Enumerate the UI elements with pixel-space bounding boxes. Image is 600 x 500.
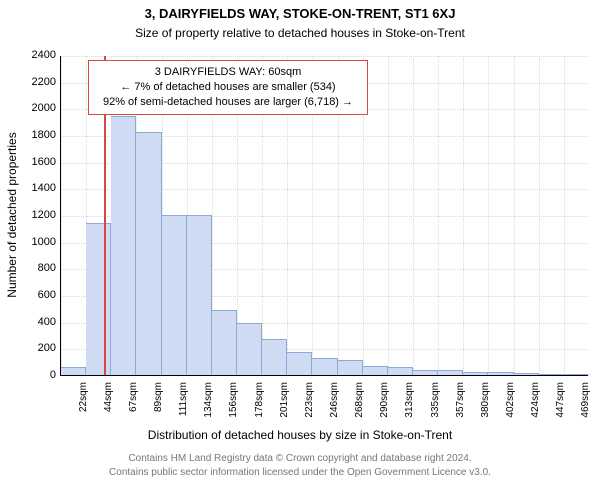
gridline-v	[61, 56, 62, 375]
histogram-bar	[438, 370, 463, 375]
ytick-label: 1600	[16, 156, 56, 168]
gridline-v	[488, 56, 489, 375]
xtick-label: 469sqm	[580, 382, 591, 422]
histogram-bar	[413, 370, 438, 375]
histogram-bar	[187, 215, 212, 375]
histogram-bar	[136, 132, 161, 375]
histogram-bar	[86, 223, 111, 375]
ytick-label: 1200	[16, 209, 56, 221]
histogram-bar	[463, 372, 488, 375]
gridline-v	[564, 56, 565, 375]
page-title: 3, DAIRYFIELDS WAY, STOKE-ON-TRENT, ST1 …	[0, 6, 600, 21]
gridline-v	[514, 56, 515, 375]
ytick-label: 0	[16, 369, 56, 381]
xtick-label: 335sqm	[430, 382, 441, 422]
xtick-label: 178sqm	[254, 382, 265, 422]
xtick-label: 447sqm	[555, 382, 566, 422]
histogram-bar	[564, 374, 589, 375]
annotation-line: ← 7% of detached houses are smaller (534…	[95, 80, 361, 95]
gridline-v	[438, 56, 439, 375]
xtick-label: 44sqm	[103, 382, 114, 422]
xtick-label: 357sqm	[455, 382, 466, 422]
page-subtitle: Size of property relative to detached ho…	[0, 26, 600, 40]
ytick-label: 200	[16, 342, 56, 354]
xtick-label: 67sqm	[128, 382, 139, 422]
gridline-v	[463, 56, 464, 375]
xtick-label: 313sqm	[404, 382, 415, 422]
ytick-label: 1800	[16, 129, 56, 141]
histogram-bar	[61, 367, 86, 375]
histogram-bar	[212, 310, 237, 375]
ytick-label: 600	[16, 289, 56, 301]
histogram-bar	[514, 373, 539, 375]
footer-line-1: Contains HM Land Registry data © Crown c…	[0, 452, 600, 466]
xtick-label: 111sqm	[178, 382, 189, 422]
xtick-label: 246sqm	[329, 382, 340, 422]
histogram-bar	[237, 323, 262, 375]
ytick-label: 2400	[16, 49, 56, 61]
gridline-v	[413, 56, 414, 375]
xtick-label: 268sqm	[354, 382, 365, 422]
ytick-label: 400	[16, 316, 56, 328]
gridline-v	[388, 56, 389, 375]
xtick-label: 380sqm	[480, 382, 491, 422]
annotation-box: 3 DAIRYFIELDS WAY: 60sqm← 7% of detached…	[88, 60, 368, 115]
annotation-line: 92% of semi-detached houses are larger (…	[95, 95, 361, 110]
xtick-label: 402sqm	[505, 382, 516, 422]
x-axis-label: Distribution of detached houses by size …	[0, 428, 600, 442]
histogram-bar	[111, 116, 136, 375]
gridline-h	[61, 56, 588, 57]
xtick-label: 201sqm	[279, 382, 290, 422]
ytick-label: 1400	[16, 182, 56, 194]
histogram-bar	[287, 352, 312, 375]
xtick-label: 22sqm	[78, 382, 89, 422]
xtick-label: 156sqm	[228, 382, 239, 422]
ytick-label: 2200	[16, 76, 56, 88]
xtick-label: 424sqm	[530, 382, 541, 422]
histogram-bar	[312, 358, 337, 375]
histogram-bar	[162, 215, 187, 375]
footer-line-2: Contains public sector information licen…	[0, 466, 600, 480]
xtick-label: 290sqm	[379, 382, 390, 422]
attribution-footer: Contains HM Land Registry data © Crown c…	[0, 452, 600, 479]
xtick-label: 134sqm	[203, 382, 214, 422]
histogram-bar	[488, 372, 513, 375]
histogram-bar	[539, 374, 564, 375]
xtick-label: 223sqm	[304, 382, 315, 422]
ytick-label: 800	[16, 262, 56, 274]
histogram-bar	[338, 360, 363, 375]
ytick-label: 2000	[16, 102, 56, 114]
histogram-bar	[388, 367, 413, 375]
gridline-v	[539, 56, 540, 375]
histogram-bar	[363, 366, 388, 375]
xtick-label: 89sqm	[153, 382, 164, 422]
annotation-line: 3 DAIRYFIELDS WAY: 60sqm	[95, 65, 361, 80]
ytick-label: 1000	[16, 236, 56, 248]
histogram-bar	[262, 339, 287, 375]
